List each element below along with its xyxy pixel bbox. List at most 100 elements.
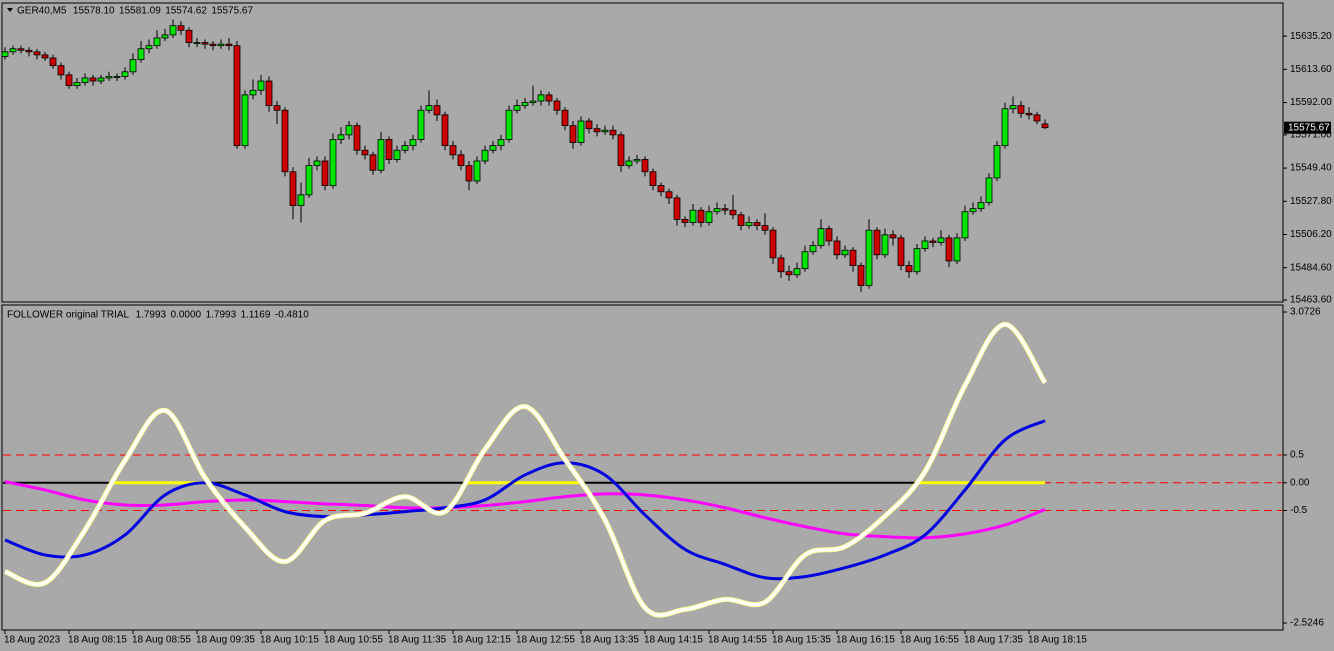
candle-body	[697, 209, 705, 223]
candle-body	[1025, 112, 1033, 116]
y-tick-label: 15613.60	[1290, 64, 1332, 75]
x-tick-label: 18 Aug 12:15	[452, 635, 511, 646]
candle-body	[169, 25, 177, 36]
candle-body	[1, 51, 9, 57]
candle-body	[857, 265, 865, 286]
candle-body	[377, 139, 385, 171]
candle-body	[385, 139, 393, 160]
candle-body	[497, 139, 505, 147]
candle-body	[889, 234, 897, 239]
indicator-title: FOLLOWER original TRIAL	[7, 310, 130, 321]
x-tick-label: 18 Aug 16:15	[836, 635, 895, 646]
candle-body	[257, 80, 265, 91]
candle-body	[897, 237, 905, 266]
candle-body	[681, 219, 689, 223]
x-tick-label: 18 Aug 10:55	[324, 635, 383, 646]
header-value: 0.0000	[171, 310, 202, 321]
candle-body	[489, 145, 497, 151]
y-tick-label: -2.5246	[1290, 618, 1324, 629]
candle-body	[369, 154, 377, 171]
x-tick-label: 18 Aug 15:35	[772, 635, 831, 646]
header-value: 15574.62	[165, 6, 207, 17]
candle-body	[521, 102, 529, 107]
x-tick-label: 18 Aug 14:15	[644, 635, 703, 646]
candle-body	[441, 114, 449, 147]
candle-body	[561, 109, 569, 127]
candle-body	[665, 191, 673, 199]
candle-body	[817, 228, 825, 246]
candle-body	[641, 159, 649, 173]
candle-body	[225, 43, 233, 47]
symbol: GER40,M5	[17, 6, 67, 17]
candle-body	[297, 194, 305, 206]
candle-body	[185, 29, 193, 43]
candle-body	[89, 77, 97, 82]
x-tick-label: 18 Aug 09:35	[196, 635, 255, 646]
candle-body	[833, 240, 841, 256]
indicator-line	[4, 480, 1046, 540]
candle-body	[353, 125, 361, 151]
candle-body	[593, 128, 601, 133]
candle-body	[881, 234, 889, 256]
candle-body	[41, 54, 49, 59]
candle-body	[121, 71, 129, 77]
candle-body	[985, 177, 993, 203]
candle-body	[289, 171, 297, 206]
x-tick-label: 18 Aug 17:35	[964, 635, 1023, 646]
candle-body	[937, 237, 945, 243]
x-tick-label: 18 Aug 10:15	[260, 635, 319, 646]
candle-body	[409, 139, 417, 147]
candle-body	[737, 214, 745, 226]
x-tick-label: 18 Aug 08:15	[68, 635, 127, 646]
candle-body	[337, 134, 345, 140]
header-value: 1.7993	[206, 310, 237, 321]
price-pane-frame	[1, 2, 1284, 303]
x-tick-label: 18 Aug 13:35	[580, 635, 639, 646]
candle-body	[657, 185, 665, 193]
candle-body	[81, 77, 89, 83]
candle-body	[9, 48, 17, 53]
price-label-box	[1284, 121, 1331, 134]
candle-body	[217, 43, 225, 47]
y-tick-label: 0.5	[1290, 450, 1304, 461]
candle-body	[1041, 123, 1049, 129]
candle-body	[105, 76, 113, 79]
candle-body	[201, 42, 209, 45]
candle-body	[465, 165, 473, 182]
x-tick-label: 18 Aug 12:55	[516, 635, 575, 646]
candle-body	[25, 49, 33, 53]
candle-body	[1009, 105, 1017, 110]
y-tick-label: 15463.60	[1290, 295, 1332, 306]
candle-body	[193, 42, 201, 44]
candle-body	[945, 237, 953, 262]
line-outline	[4, 321, 1048, 618]
candle-body	[721, 208, 729, 211]
candle-body	[953, 237, 961, 262]
candle-body	[73, 82, 81, 87]
candle-body	[905, 265, 913, 273]
candle-body	[161, 34, 169, 39]
candle-body	[361, 149, 369, 156]
x-tick-label: 18 Aug 18:15	[1028, 635, 1087, 646]
candle-body	[249, 89, 257, 96]
candle-body	[633, 159, 641, 162]
candle-body	[57, 65, 65, 76]
candle-body	[305, 165, 313, 196]
candle-body	[265, 80, 273, 107]
y-tick-label: 15527.80	[1290, 196, 1332, 207]
candle-body	[649, 171, 657, 186]
candle-body	[785, 271, 793, 276]
header-value: -0.4810	[275, 310, 309, 321]
header-value: 15578.10	[73, 6, 115, 17]
candle-body	[281, 109, 289, 173]
candle-body	[929, 240, 937, 243]
y-tick-label: -0.5	[1290, 505, 1308, 516]
candle-body	[849, 249, 857, 266]
candle-body	[17, 48, 25, 51]
candle-body	[529, 100, 537, 103]
y-tick-label: 15549.40	[1290, 163, 1332, 174]
candle-body	[969, 208, 977, 213]
candle-body	[625, 160, 633, 167]
